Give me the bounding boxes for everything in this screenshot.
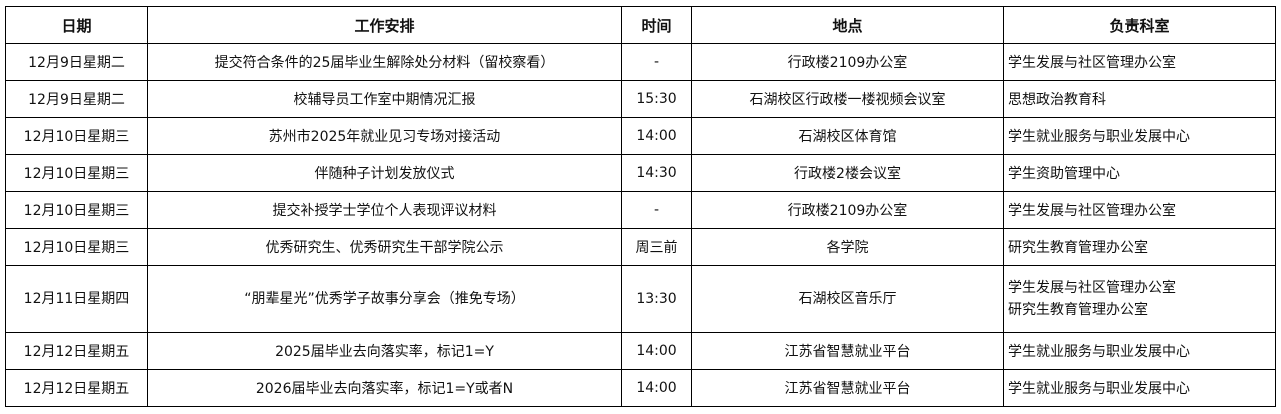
cell-date: 12月9日星期二 (5, 43, 148, 81)
cell-place: 石湖校区行政楼一楼视频会议室 (691, 80, 1004, 118)
cell-time: 周三前 (621, 228, 692, 266)
cell-task: 伴随种子计划发放仪式 (147, 154, 622, 192)
dept-name: 思想政治教育科 (1008, 92, 1106, 108)
dept-name: 学生发展与社区管理办公室 (1008, 203, 1176, 219)
cell-date: 12月10日星期三 (5, 154, 148, 192)
cell-place: 各学院 (691, 228, 1004, 266)
cell-time: 14:30 (621, 154, 692, 192)
cell-place: 行政楼2楼会议室 (691, 154, 1004, 192)
table-row: 12月10日星期三 苏州市2025年就业见习专场对接活动 14:00 石湖校区体育馆学… (5, 117, 1276, 155)
dept-name: 学生发展与社区管理办公室 (1008, 280, 1176, 296)
cell-time: - (621, 191, 692, 229)
cell-time: - (621, 43, 692, 81)
cell-place: 石湖校区音乐厅 (691, 265, 1004, 333)
table-row: 12月10日星期三 优秀研究生、优秀研究生干部学院公示 周三前 各学院 研究生教育管理办… (5, 228, 1276, 266)
table-row: 12月12日星期五 2025届毕业去向落实率，标记1=Y 14:00 江苏省智慧就业平… (5, 332, 1276, 370)
cell-place: 江苏省智慧就业平台 (691, 332, 1004, 370)
cell-time: 14:00 (621, 369, 692, 407)
cell-date: 12月10日星期三 (5, 228, 148, 266)
dept-name: 学生资助管理中心 (1008, 166, 1120, 182)
cell-date: 12月10日星期三 (5, 191, 148, 229)
cell-date: 12月10日星期三 (5, 117, 148, 155)
cell-task: 优秀研究生、优秀研究生干部学院公示 (147, 228, 622, 266)
cell-task: 提交符合条件的25届毕业生解除处分材料（留校察看） (147, 43, 622, 81)
cell-date: 12月11日星期四 (5, 265, 148, 333)
cell-date: 12月12日星期五 (5, 332, 148, 370)
cell-dept: 学生发展与社区管理办公室 (1003, 43, 1276, 81)
cell-place: 行政楼2109办公室 (691, 43, 1004, 81)
table-row: 12月10日星期三 提交补授学士学位个人表现评议材料 - 行政楼2109办公室 学生发展… (5, 191, 1276, 229)
cell-time: 14:00 (621, 117, 692, 155)
cell-dept: 思想政治教育科 (1003, 80, 1276, 118)
schedule-table: 日期 工作安排 时间 地点 负责科室 12月9日星期二 提交符合条件的25届毕业生… (5, 6, 1276, 407)
cell-time: 15:30 (621, 80, 692, 118)
cell-dept: 学生发展与社区管理办公室 研究生教育管理办公室 (1003, 265, 1276, 333)
header-time: 时间 (621, 6, 692, 44)
table-row: 12月11日星期四 “朋辈星光”优秀学子故事分享会（推免专场） 13:30 石湖校区音… (5, 265, 1276, 333)
cell-time: 14:00 (621, 332, 692, 370)
header-dept: 负责科室 (1003, 6, 1276, 44)
cell-task: “朋辈星光”优秀学子故事分享会（推免专场） (147, 265, 622, 333)
cell-dept: 学生就业服务与职业发展中心 (1003, 332, 1276, 370)
header-date: 日期 (5, 6, 148, 44)
cell-task: 2026届毕业去向落实率，标记1=Y或者N (147, 369, 622, 407)
table-row: 12月9日星期二 校辅导员工作室中期情况汇报 15:30 石湖校区行政楼一楼视频会议室… (5, 80, 1276, 118)
header-task: 工作安排 (147, 6, 622, 44)
cell-task: 2025届毕业去向落实率，标记1=Y (147, 332, 622, 370)
header-place: 地点 (691, 6, 1004, 44)
dept-name: 学生就业服务与职业发展中心 (1008, 129, 1190, 145)
cell-task: 校辅导员工作室中期情况汇报 (147, 80, 622, 118)
cell-date: 12月12日星期五 (5, 369, 148, 407)
cell-task: 提交补授学士学位个人表现评议材料 (147, 191, 622, 229)
cell-dept: 学生资助管理中心 (1003, 154, 1276, 192)
cell-task: 苏州市2025年就业见习专场对接活动 (147, 117, 622, 155)
table-row: 12月9日星期二 提交符合条件的25届毕业生解除处分材料（留校察看） - 行政楼210… (5, 43, 1276, 81)
cell-dept: 学生就业服务与职业发展中心 (1003, 117, 1276, 155)
cell-place: 江苏省智慧就业平台 (691, 369, 1004, 407)
dept-name: 学生就业服务与职业发展中心 (1008, 344, 1190, 360)
cell-place: 石湖校区体育馆 (691, 117, 1004, 155)
table-row: 12月10日星期三 伴随种子计划发放仪式 14:30 行政楼2楼会议室 学生资助管理中心 (5, 154, 1276, 192)
dept-name: 研究生教育管理办公室 (1008, 240, 1148, 256)
cell-place: 行政楼2109办公室 (691, 191, 1004, 229)
cell-dept: 研究生教育管理办公室 (1003, 228, 1276, 266)
dept-name: 学生发展与社区管理办公室 (1008, 55, 1176, 71)
cell-dept: 学生发展与社区管理办公室 (1003, 191, 1276, 229)
cell-date: 12月9日星期二 (5, 80, 148, 118)
dept-name: 研究生教育管理办公室 (1008, 302, 1148, 318)
table-row: 12月12日星期五 2026届毕业去向落实率，标记1=Y或者N 14:00 江苏省智慧… (5, 369, 1276, 407)
header-row: 日期 工作安排 时间 地点 负责科室 (5, 6, 1276, 44)
cell-time: 13:30 (621, 265, 692, 333)
cell-dept: 学生就业服务与职业发展中心 (1003, 369, 1276, 407)
dept-name: 学生就业服务与职业发展中心 (1008, 381, 1190, 397)
